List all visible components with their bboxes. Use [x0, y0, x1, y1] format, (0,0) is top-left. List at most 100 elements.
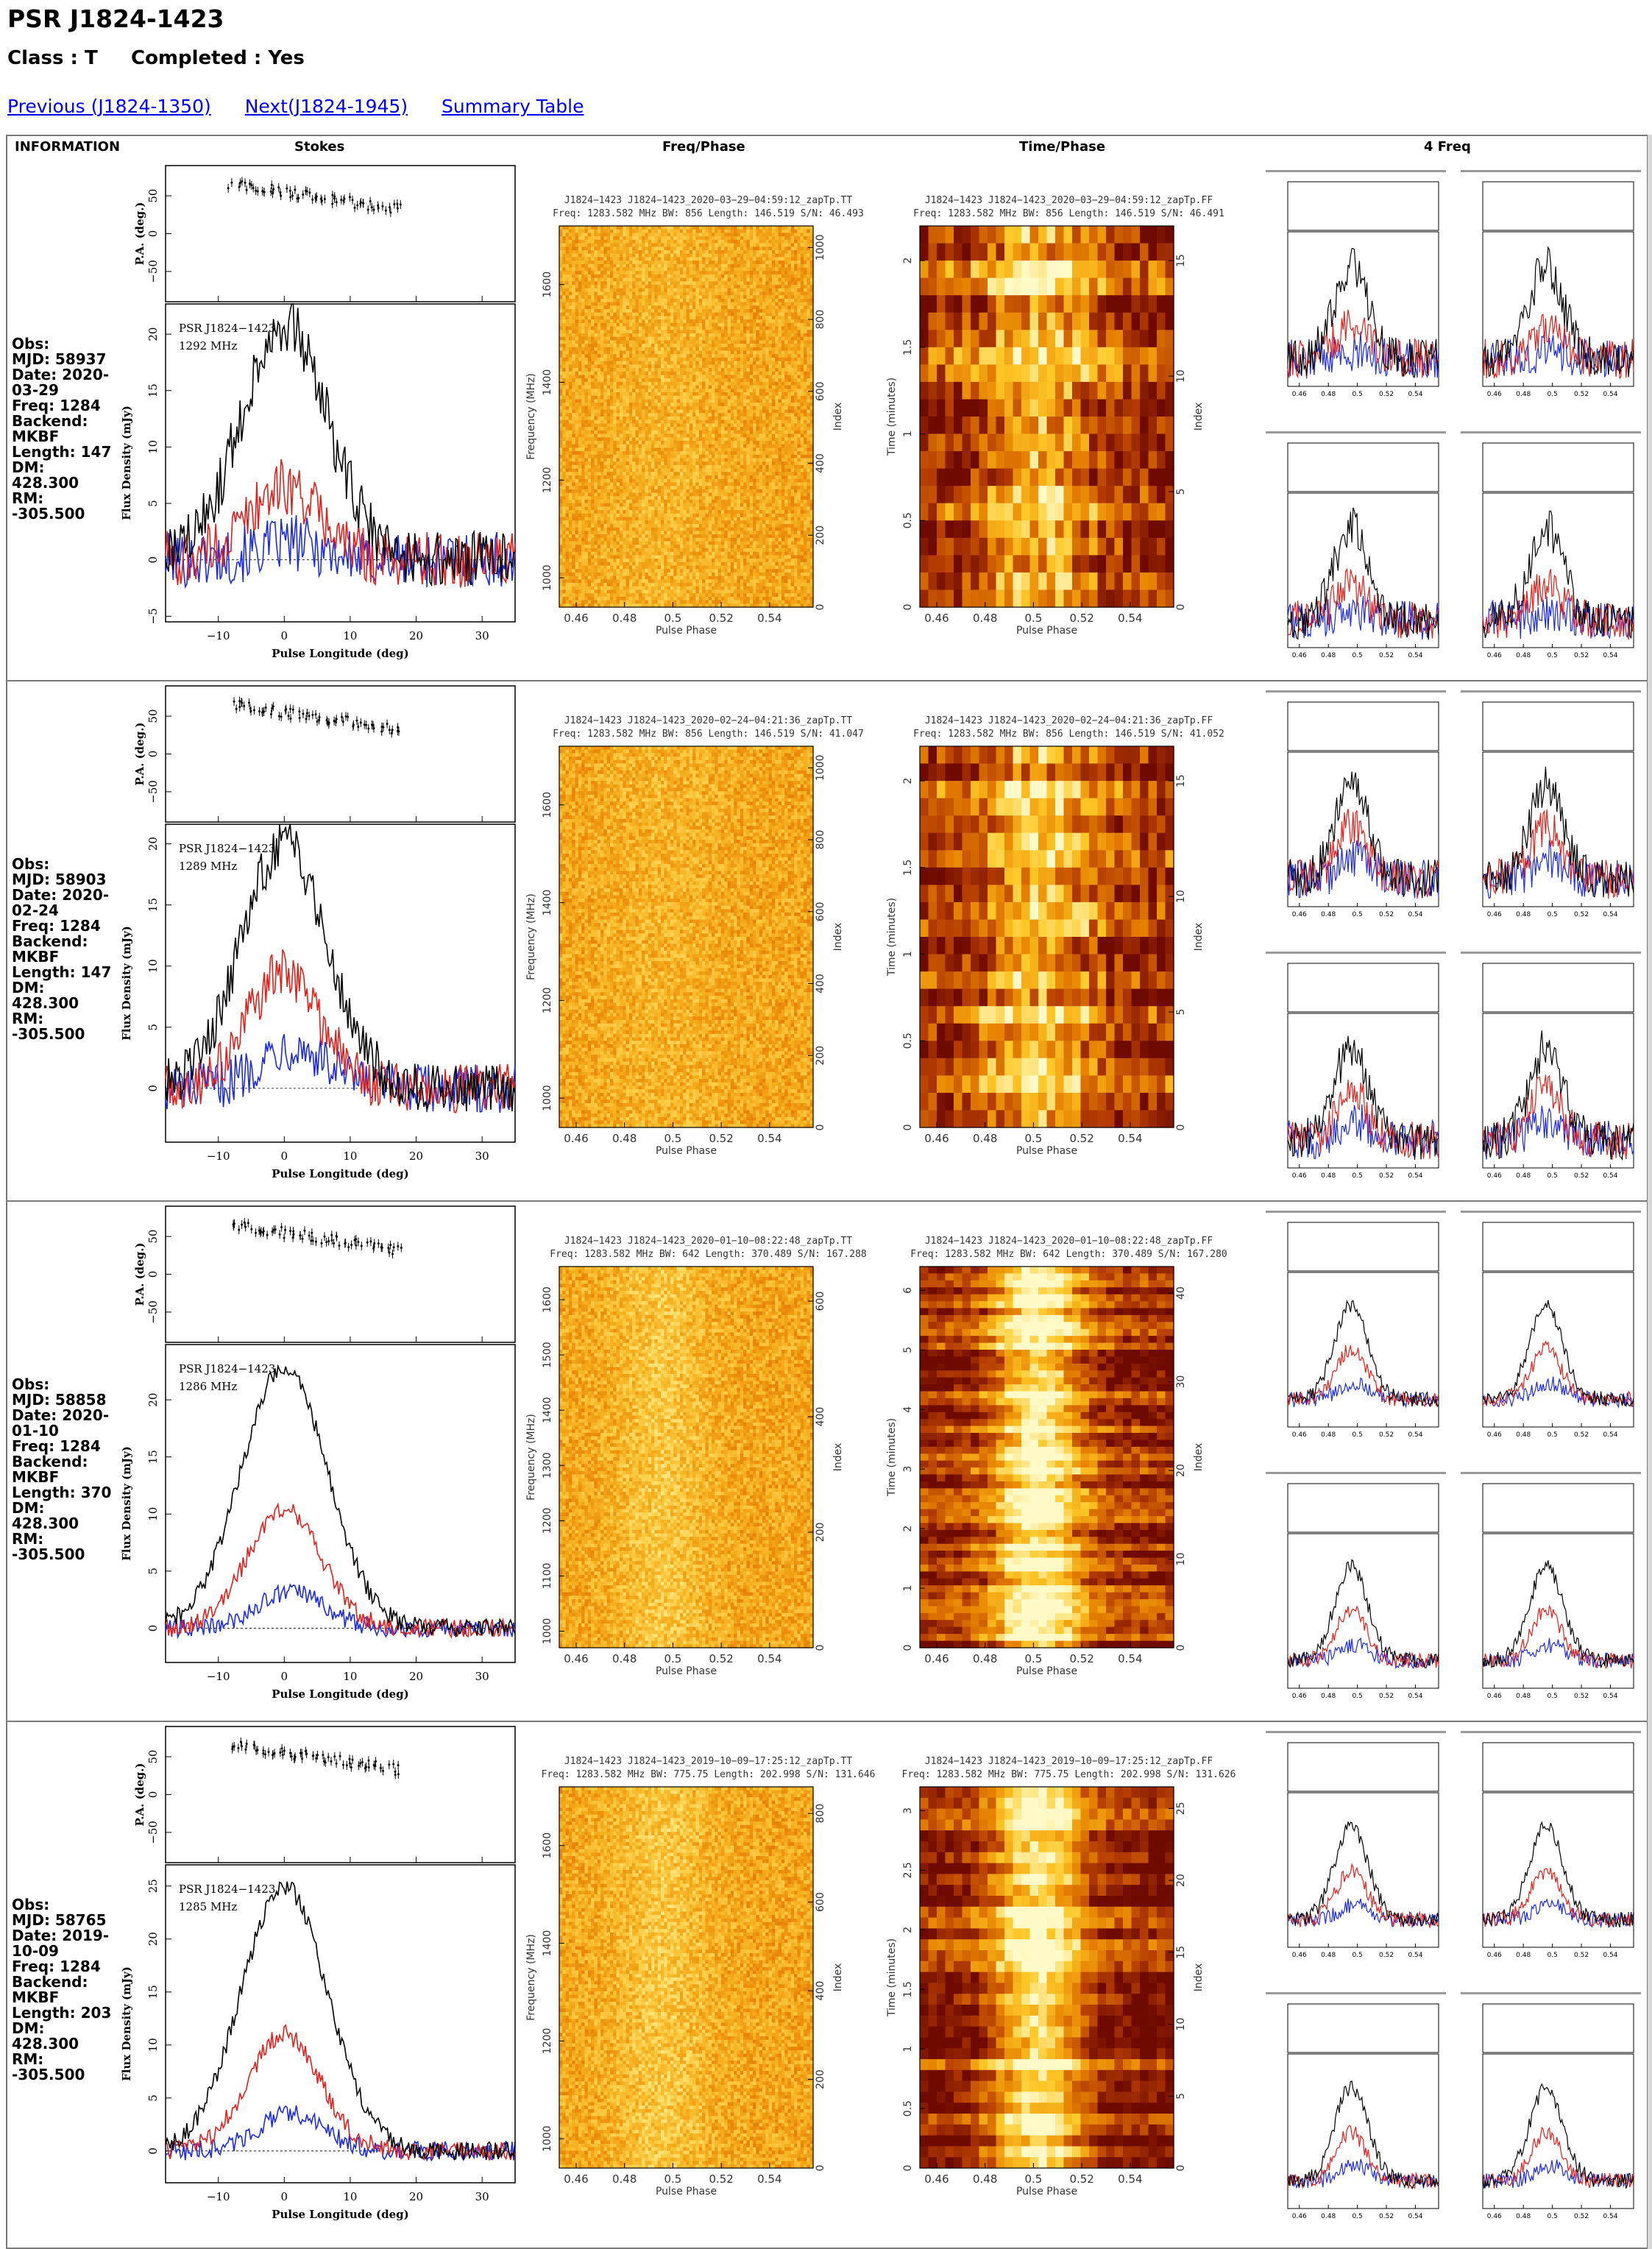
- four-freq-x-tick: 0.46: [1487, 1172, 1502, 1180]
- total-intensity-trace: [165, 1881, 516, 2161]
- stokes-flux-tick: 15: [146, 898, 160, 912]
- stokes-flux-tick: 15: [146, 383, 160, 397]
- obs-label: Obs:: [12, 1897, 115, 1913]
- sub-band-plot: 0.46 0.48 0.5 0.52 0.54: [1461, 1992, 1641, 2220]
- four-freq-x-tick: 0.5: [1352, 652, 1362, 659]
- four-freq-x-tick: 0.54: [1603, 1431, 1617, 1439]
- stokes-psr-label: PSR J1824−1423: [179, 1883, 275, 1896]
- stokes-x-label: Pulse Longitude (deg): [272, 2208, 409, 2221]
- stokes-flux-label: Flux Density (mJy): [120, 1446, 133, 1561]
- four-freq-x-tick: 0.5: [1547, 1172, 1557, 1180]
- four-freq-x-tick: 0.46: [1292, 1952, 1307, 1959]
- row-divider: [7, 680, 1647, 681]
- stokes-x-tick: 0: [281, 1670, 288, 1683]
- x-tick: 0.52: [1069, 1132, 1093, 1145]
- plot-title-1: J1824−1423 J1824−1423_2020−03−29−04:59:1…: [925, 195, 1213, 206]
- y-tick: 1.5: [902, 339, 914, 355]
- x-tick: 0.46: [564, 612, 588, 625]
- four-freq-x-tick: 0.52: [1574, 1431, 1589, 1439]
- circular-polarization-trace: [165, 1034, 516, 1113]
- four-freq-x-tick: 0.46: [1487, 2213, 1502, 2220]
- previous-pulsar-link[interactable]: Previous (J1824-1350): [7, 96, 211, 117]
- obs-mjd: MJD: 58937: [12, 352, 115, 367]
- four-freq-x-tick: 0.48: [1516, 652, 1531, 659]
- stokes-x-tick: 10: [343, 629, 357, 642]
- sub-band-plot: 0.46 0.48 0.5 0.52 0.54: [1461, 170, 1641, 398]
- four-freq-plots: 0.46 0.48 0.5 0.52 0.54 0.46 0.48 0.5 0.52 0.54 0.…: [1251, 166, 1641, 673]
- y-tick: 1.5: [902, 860, 914, 876]
- next-pulsar-link[interactable]: Next(J1824-1945): [245, 96, 408, 117]
- index-tick: 400: [815, 453, 826, 473]
- stokes-flux-tick: 5: [146, 1568, 160, 1575]
- y-axis-label: Time (minutes): [886, 898, 898, 977]
- sub-band-plot: 0.46 0.48 0.5 0.52 0.54: [1461, 431, 1641, 659]
- obs-rm: RM: -305.500: [12, 2052, 115, 2083]
- obs-backend-label: Backend:: [12, 1974, 115, 1990]
- stokes-pa-tick: −50: [146, 1300, 160, 1324]
- four-freq-x-tick: 0.5: [1352, 1172, 1362, 1180]
- plot-title-2: Freq: 1283.582 MHz BW: 856 Length: 146.5…: [913, 729, 1224, 740]
- obs-date: Date: 2020-01-10: [12, 1408, 115, 1439]
- stokes-flux-tick: 15: [146, 1450, 160, 1464]
- x-tick: 0.5: [1024, 612, 1042, 625]
- stokes-pa-tick: 50: [146, 1230, 160, 1244]
- index-tick: 20: [1175, 1874, 1187, 1887]
- y-tick: 1400: [542, 890, 553, 916]
- index-axis-label: Index: [832, 1443, 844, 1472]
- observation-info: Obs: MJD: 58937 Date: 2020-03-29 Freq: 1284…: [12, 336, 115, 522]
- index-tick: 800: [815, 830, 826, 850]
- four-freq-x-tick: 0.54: [1603, 1693, 1617, 1700]
- y-tick: 4: [902, 1406, 914, 1413]
- summary-table-link[interactable]: Summary Table: [442, 96, 584, 117]
- index-axis-label: Index: [1193, 1443, 1205, 1472]
- stokes-flux-tick: 10: [146, 2038, 160, 2052]
- y-tick: 2: [902, 1526, 914, 1532]
- index-tick: 0: [1175, 1645, 1187, 1651]
- index-tick: 25: [1175, 1802, 1187, 1815]
- four-freq-x-tick: 0.48: [1321, 1431, 1336, 1439]
- stokes-x-tick: 30: [475, 2190, 489, 2203]
- page-title: PSR J1824-1423: [7, 4, 224, 33]
- x-axis-label: Pulse Phase: [1016, 1665, 1077, 1677]
- four-freq-x-tick: 0.48: [1321, 911, 1336, 918]
- index-tick: 0: [815, 2165, 826, 2172]
- obs-length: Length: 203: [12, 2005, 115, 2021]
- four-freq-x-tick: 0.46: [1292, 1693, 1307, 1700]
- x-tick: 0.46: [924, 2172, 949, 2186]
- obs-mjd: MJD: 58858: [12, 1392, 115, 1408]
- plot-title-2: Freq: 1283.582 MHz BW: 642 Length: 370.4…: [910, 1249, 1227, 1260]
- y-tick: 0: [902, 604, 914, 611]
- four-freq-x-tick: 0.52: [1379, 2213, 1394, 2220]
- time-phase-plot: J1824−1423 J1824−1423_2020−03−29−04:59:1…: [876, 193, 1236, 664]
- four-freq-x-tick: 0.54: [1408, 1431, 1422, 1439]
- y-tick: 1000: [542, 2125, 553, 2152]
- sub-band-plot: 0.46 0.48 0.5 0.52 0.54: [1461, 690, 1641, 918]
- stokes-flux-tick: 20: [146, 1932, 160, 1946]
- stokes-x-tick: 0: [281, 1150, 288, 1163]
- x-axis-label: Pulse Phase: [656, 625, 717, 637]
- y-tick: 1: [902, 1585, 914, 1592]
- index-tick: 10: [1175, 369, 1187, 383]
- plot-title-1: J1824−1423 J1824−1423_2020−02−24−04:21:3…: [564, 715, 853, 726]
- stokes-pa-tick: 0: [146, 1271, 160, 1278]
- index-tick: 400: [815, 974, 826, 994]
- vertical-scrollbar[interactable]: [1648, 135, 1652, 2249]
- index-tick: 400: [815, 1407, 826, 1427]
- y-tick: 1100: [542, 1563, 553, 1590]
- sub-band-plot: 0.46 0.48 0.5 0.52 0.54: [1266, 431, 1446, 659]
- total-intensity-trace: [165, 303, 516, 587]
- x-tick: 0.46: [924, 1652, 949, 1665]
- obs-label: Obs:: [12, 336, 115, 352]
- index-tick: 600: [815, 381, 826, 401]
- index-tick: 10: [1175, 1553, 1187, 1566]
- total-intensity-trace: [165, 1364, 516, 1637]
- obs-mjd: MJD: 58903: [12, 872, 115, 888]
- plot-title-1: J1824−1423 J1824−1423_2019−10−09−17:25:1…: [925, 1756, 1213, 1767]
- four-freq-x-tick: 0.52: [1379, 1172, 1394, 1180]
- four-freq-x-tick: 0.52: [1574, 1952, 1589, 1959]
- obs-date: Date: 2019-10-09: [12, 1928, 115, 1959]
- index-tick: 600: [815, 1892, 826, 1912]
- four-freq-x-tick: 0.46: [1292, 1431, 1307, 1439]
- stokes-x-tick: 0: [281, 2190, 288, 2203]
- sub-band-plot: 0.46 0.48 0.5 0.52 0.54: [1461, 1472, 1641, 1700]
